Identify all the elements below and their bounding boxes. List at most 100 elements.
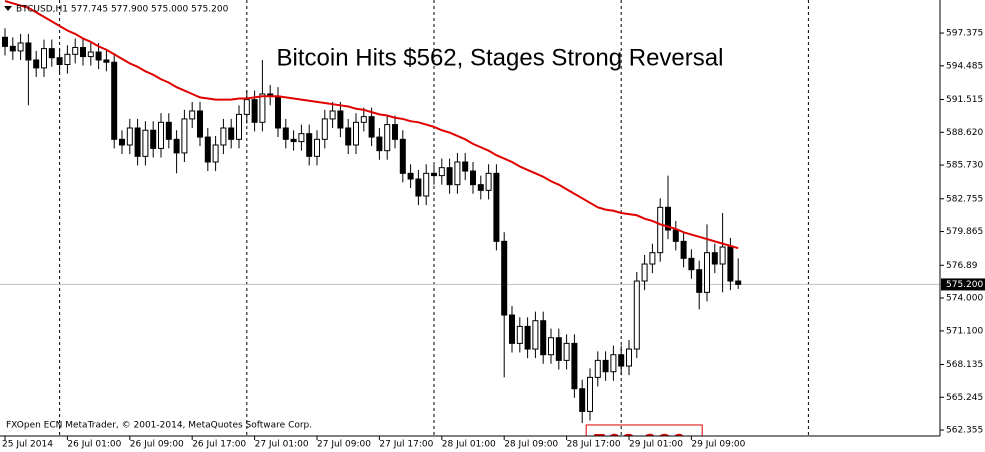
x-tick-label: 28 Jul 17:00 bbox=[567, 440, 621, 450]
candle-body bbox=[228, 127, 235, 140]
candle-body bbox=[345, 127, 352, 146]
candle-body bbox=[423, 172, 430, 197]
candle-body bbox=[111, 61, 118, 140]
candle-body bbox=[321, 118, 328, 140]
y-tick-label: 574.000 bbox=[946, 294, 983, 304]
candle-body bbox=[368, 116, 375, 138]
y-tick-label: 571.100 bbox=[946, 326, 983, 336]
candle-body bbox=[438, 167, 445, 177]
candle-body bbox=[524, 325, 531, 350]
candle-body bbox=[657, 206, 664, 254]
candle-body bbox=[243, 99, 250, 115]
current-price-box bbox=[941, 278, 985, 291]
y-tick-label: 585.730 bbox=[946, 161, 983, 171]
candle-body bbox=[204, 136, 211, 163]
candle-body bbox=[158, 121, 164, 149]
x-tick-label: 27 Jul 09:00 bbox=[317, 440, 371, 450]
candle-body bbox=[704, 252, 710, 293]
candle-body bbox=[48, 48, 55, 59]
y-tick-label: 565.245 bbox=[946, 393, 983, 403]
candle-body bbox=[579, 388, 586, 412]
candle-body bbox=[56, 57, 63, 66]
candle-body bbox=[587, 376, 593, 412]
candle-body bbox=[290, 138, 297, 143]
x-tick-label: 28 Jul 01:00 bbox=[442, 440, 496, 450]
candle-body bbox=[80, 46, 86, 58]
candle-body bbox=[25, 42, 32, 61]
y-tick-label: 576.89 bbox=[946, 261, 978, 271]
candle-body bbox=[407, 172, 414, 180]
candle-body bbox=[680, 240, 687, 259]
candle-body bbox=[329, 110, 336, 120]
candle-body bbox=[610, 354, 617, 373]
candle-body bbox=[360, 116, 367, 123]
x-tick-label: 29 Jul 01:00 bbox=[629, 440, 683, 450]
candle-body bbox=[337, 110, 344, 129]
candle-body bbox=[189, 110, 196, 120]
footer: FXOpen ECN MetaTrader, © 2001-2014, Meta… bbox=[6, 421, 312, 431]
candle-body bbox=[462, 161, 469, 172]
x-tick-label: 27 Jul 01:00 bbox=[255, 440, 309, 450]
candle-body bbox=[532, 320, 539, 350]
candle-body bbox=[688, 257, 695, 271]
candle-body bbox=[142, 129, 149, 157]
candle-body bbox=[470, 170, 476, 186]
candle-body bbox=[259, 93, 266, 123]
candle-body bbox=[501, 240, 508, 316]
x-tick-label: 25 Jul 2014 bbox=[2, 440, 53, 450]
candle-body bbox=[173, 138, 180, 154]
candle-body bbox=[735, 280, 742, 285]
candle-body bbox=[17, 42, 24, 52]
candle-body bbox=[509, 314, 515, 344]
x-tick-label: 26 Jul 09:00 bbox=[130, 440, 184, 450]
candle-body bbox=[485, 172, 492, 191]
y-tick-label: 594.485 bbox=[946, 61, 983, 71]
candle-body bbox=[633, 280, 640, 350]
candle-body bbox=[446, 167, 453, 186]
candle-body bbox=[696, 269, 703, 293]
candle-body bbox=[95, 51, 102, 61]
y-tick-label: 579.865 bbox=[946, 227, 983, 237]
low-annotation-label: 562.980 bbox=[592, 428, 686, 452]
candle-body bbox=[548, 337, 554, 356]
candle-body bbox=[626, 348, 632, 367]
y-tick-label: 588.620 bbox=[946, 128, 983, 138]
candle-body bbox=[220, 127, 227, 146]
candle-body bbox=[555, 337, 562, 361]
candle-body bbox=[454, 161, 461, 186]
candle-body bbox=[282, 127, 289, 140]
candle-body bbox=[298, 133, 305, 143]
header-icon bbox=[4, 6, 12, 11]
candle-body bbox=[353, 121, 359, 146]
candle-body bbox=[649, 252, 656, 265]
candle-body bbox=[134, 127, 141, 157]
candle-body bbox=[493, 172, 500, 242]
candle-body bbox=[165, 121, 172, 140]
candle-body bbox=[72, 46, 79, 55]
candle-body bbox=[719, 246, 726, 265]
candle-body bbox=[33, 59, 40, 69]
candle-body bbox=[103, 59, 110, 63]
candle-body bbox=[392, 124, 398, 140]
x-tick-label: 26 Jul 01:00 bbox=[67, 440, 121, 450]
candle-body bbox=[415, 178, 422, 197]
candle-body bbox=[672, 229, 679, 242]
candle-body bbox=[251, 99, 258, 123]
candle-body bbox=[571, 342, 578, 390]
candle-body bbox=[64, 53, 71, 66]
low-annotation-box bbox=[585, 424, 703, 436]
y-tick-label: 562.355 bbox=[946, 426, 983, 436]
candle-body bbox=[399, 138, 406, 174]
chart-header: BTCUSD,H1 577.745 577.900 575.000 575.20… bbox=[16, 5, 229, 15]
candle-body bbox=[41, 48, 47, 69]
candle-body bbox=[594, 359, 601, 378]
candle-body bbox=[150, 129, 157, 149]
y-tick-label: 568.135 bbox=[946, 360, 983, 370]
x-tick-label: 29 Jul 09:00 bbox=[691, 440, 745, 450]
candle-body bbox=[2, 36, 8, 47]
candle-body bbox=[641, 263, 648, 282]
plot-area: 562.980 bbox=[0, 0, 940, 452]
candle-body bbox=[665, 206, 671, 231]
chart-title: Bitcoin Hits $562, Stages Strong Reversa… bbox=[277, 44, 724, 71]
